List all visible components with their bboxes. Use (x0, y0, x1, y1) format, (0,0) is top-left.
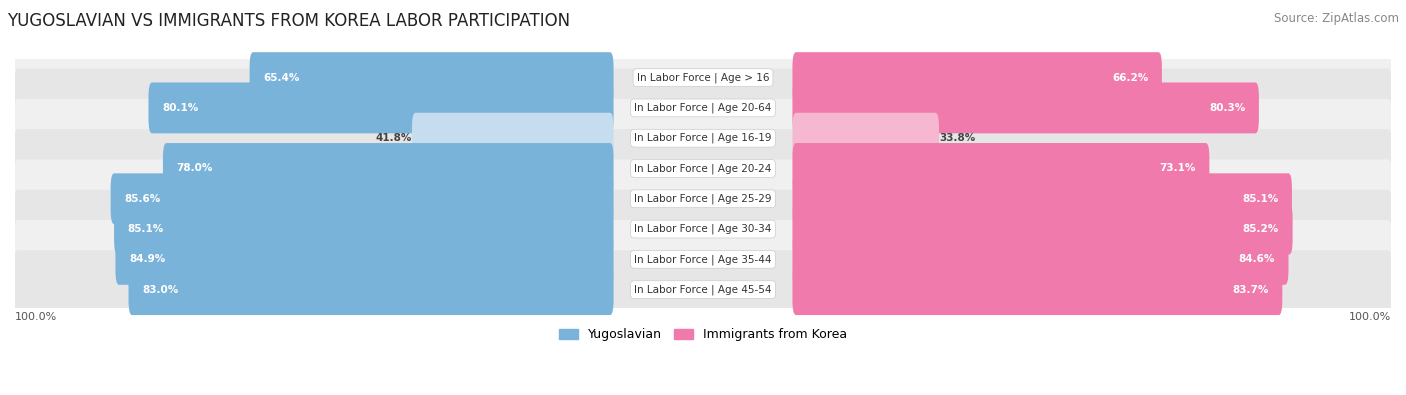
Text: 83.0%: 83.0% (142, 285, 179, 295)
FancyBboxPatch shape (128, 264, 613, 315)
Text: In Labor Force | Age 25-29: In Labor Force | Age 25-29 (634, 194, 772, 204)
Text: 33.8%: 33.8% (939, 133, 976, 143)
Text: Source: ZipAtlas.com: Source: ZipAtlas.com (1274, 12, 1399, 25)
Text: 85.6%: 85.6% (124, 194, 160, 204)
Text: YUGOSLAVIAN VS IMMIGRANTS FROM KOREA LABOR PARTICIPATION: YUGOSLAVIAN VS IMMIGRANTS FROM KOREA LAB… (7, 12, 571, 30)
FancyBboxPatch shape (793, 173, 1292, 224)
FancyBboxPatch shape (793, 83, 1258, 134)
FancyBboxPatch shape (114, 203, 613, 254)
FancyBboxPatch shape (793, 52, 1161, 103)
FancyBboxPatch shape (793, 113, 939, 164)
FancyBboxPatch shape (13, 129, 1393, 208)
Text: In Labor Force | Age 35-44: In Labor Force | Age 35-44 (634, 254, 772, 265)
Text: 100.0%: 100.0% (15, 312, 58, 322)
Text: In Labor Force | Age > 16: In Labor Force | Age > 16 (637, 72, 769, 83)
Text: 85.2%: 85.2% (1243, 224, 1279, 234)
FancyBboxPatch shape (13, 250, 1393, 329)
FancyBboxPatch shape (793, 203, 1292, 254)
FancyBboxPatch shape (13, 38, 1393, 117)
Text: 80.1%: 80.1% (162, 103, 198, 113)
Legend: Yugoslavian, Immigrants from Korea: Yugoslavian, Immigrants from Korea (554, 323, 852, 346)
Text: 85.1%: 85.1% (1241, 194, 1278, 204)
Text: In Labor Force | Age 20-24: In Labor Force | Age 20-24 (634, 163, 772, 174)
FancyBboxPatch shape (111, 173, 613, 224)
Text: In Labor Force | Age 45-54: In Labor Force | Age 45-54 (634, 284, 772, 295)
FancyBboxPatch shape (13, 99, 1393, 178)
FancyBboxPatch shape (793, 234, 1288, 285)
Text: 80.3%: 80.3% (1209, 103, 1246, 113)
FancyBboxPatch shape (13, 160, 1393, 238)
FancyBboxPatch shape (149, 83, 613, 134)
Text: In Labor Force | Age 20-64: In Labor Force | Age 20-64 (634, 103, 772, 113)
Text: 100.0%: 100.0% (1348, 312, 1391, 322)
Text: 84.6%: 84.6% (1239, 254, 1275, 264)
Text: 65.4%: 65.4% (263, 73, 299, 83)
FancyBboxPatch shape (13, 190, 1393, 269)
Text: 83.7%: 83.7% (1232, 285, 1268, 295)
FancyBboxPatch shape (793, 264, 1282, 315)
FancyBboxPatch shape (250, 52, 613, 103)
FancyBboxPatch shape (13, 69, 1393, 147)
FancyBboxPatch shape (115, 234, 613, 285)
FancyBboxPatch shape (793, 143, 1209, 194)
Text: In Labor Force | Age 30-34: In Labor Force | Age 30-34 (634, 224, 772, 234)
FancyBboxPatch shape (13, 220, 1393, 299)
Text: 41.8%: 41.8% (375, 133, 412, 143)
FancyBboxPatch shape (412, 113, 613, 164)
Text: 73.1%: 73.1% (1159, 164, 1195, 173)
Text: 84.9%: 84.9% (129, 254, 166, 264)
Text: 78.0%: 78.0% (177, 164, 214, 173)
Text: 66.2%: 66.2% (1112, 73, 1149, 83)
FancyBboxPatch shape (163, 143, 613, 194)
Text: In Labor Force | Age 16-19: In Labor Force | Age 16-19 (634, 133, 772, 143)
Text: 85.1%: 85.1% (128, 224, 165, 234)
